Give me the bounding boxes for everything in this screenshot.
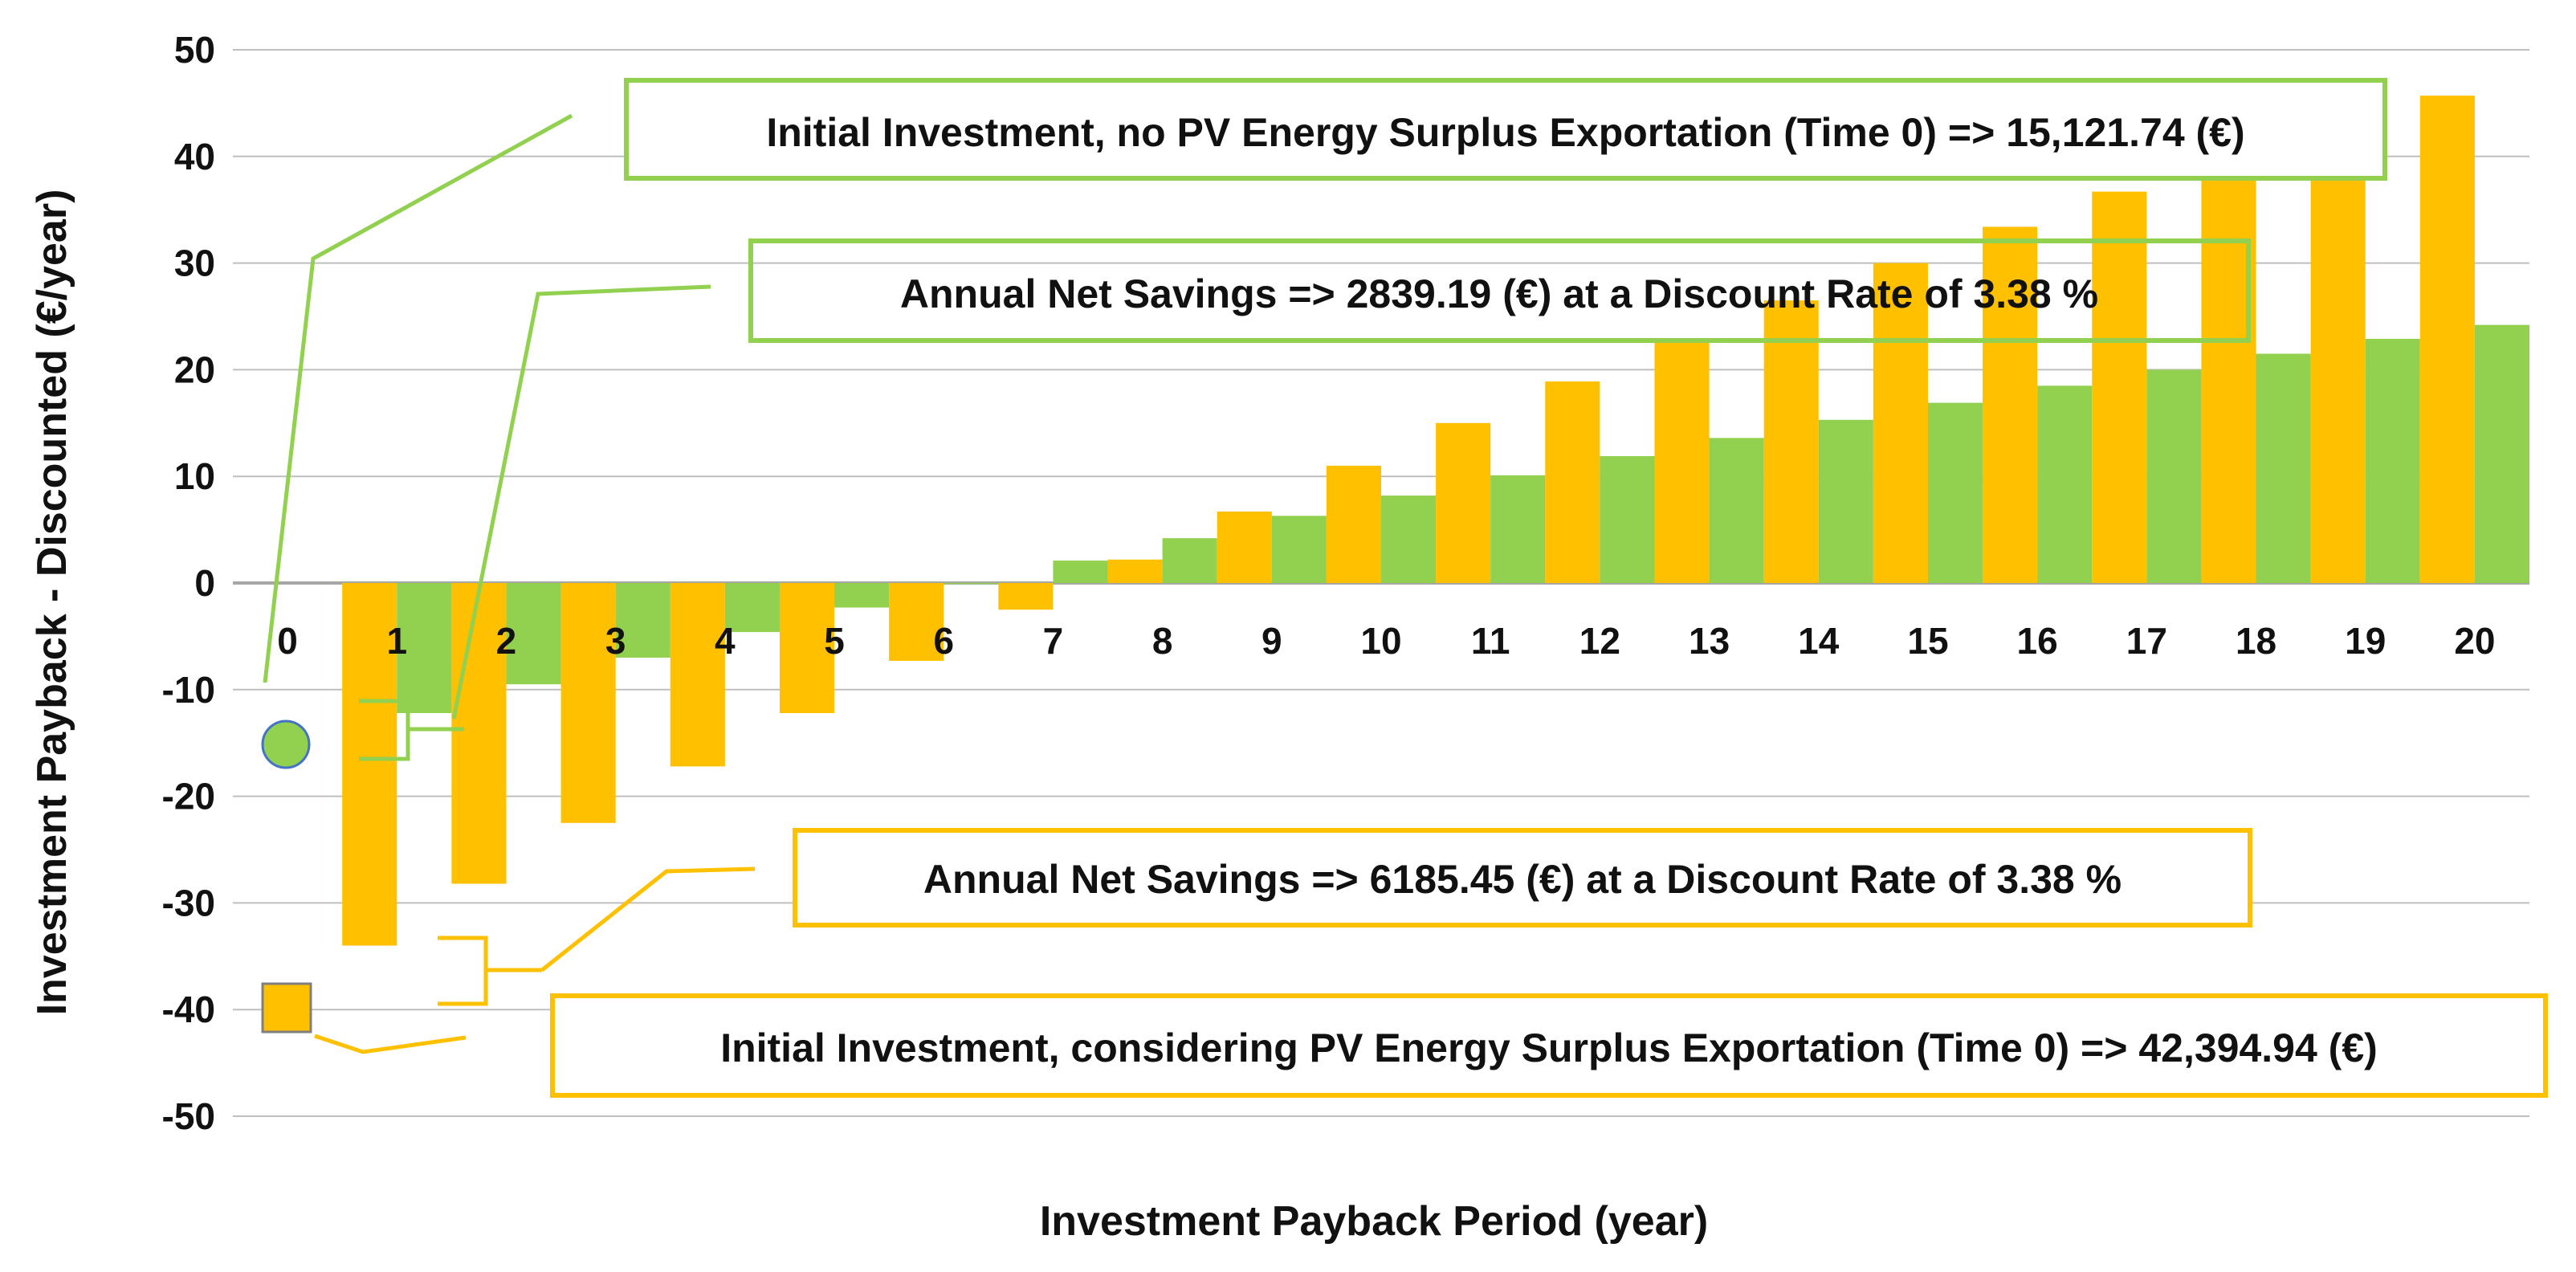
bar-s1-19 xyxy=(2365,338,2420,583)
x-tick-labels: 0 1 2 3 4 5 6 7 8 9 10 11 12 13 14 15 16 17 18 19 20 xyxy=(277,620,2495,662)
bar-s1-8 xyxy=(1162,538,1217,583)
x-tick-label-9: 9 xyxy=(1262,620,1282,662)
y-tick-label-3: 20 xyxy=(174,349,215,390)
bar-s1-13 xyxy=(1709,438,1764,583)
x-tick-label-12: 12 xyxy=(1579,620,1620,662)
annotation-box-green-initial xyxy=(624,78,2387,181)
x-tick-label-4: 4 xyxy=(715,620,736,662)
y-tick-label-2: 30 xyxy=(174,243,215,284)
bar-s1-6 xyxy=(944,583,999,585)
bars xyxy=(342,96,2529,946)
bar-s1-4 xyxy=(724,583,780,633)
x-tick-label-1: 1 xyxy=(386,620,407,662)
x-tick-label-6: 6 xyxy=(933,620,954,662)
x-tick-label-13: 13 xyxy=(1689,620,1730,662)
y-tick-label-9: -40 xyxy=(162,989,215,1030)
x-tick-label-7: 7 xyxy=(1043,620,1064,662)
bar-s1-1 xyxy=(397,583,452,714)
annotation-box-yellow-annual xyxy=(793,828,2252,928)
y-tick-label-1: 40 xyxy=(174,136,215,177)
bar-s1-7 xyxy=(1053,561,1108,583)
bar-s1-9 xyxy=(1271,516,1327,583)
bar-s0-6 xyxy=(889,583,944,661)
x-axis-title: Investment Payback Period (year) xyxy=(1040,1198,1708,1245)
bar-s0-7 xyxy=(998,583,1054,610)
annotation-yellow-annual: Annual Net Savings => 6185.45 (€) at a D… xyxy=(923,857,2122,902)
bar-s0-5 xyxy=(779,583,835,714)
annotation-green-initial: Initial Investment, no PV Energy Surplus… xyxy=(766,110,2244,155)
x-tick-label-5: 5 xyxy=(824,620,845,662)
bar-s1-2 xyxy=(506,583,561,685)
bar-s0-4 xyxy=(670,583,725,767)
year0-yellow-marker xyxy=(261,982,312,1034)
bar-s1-10 xyxy=(1381,495,1437,583)
y-tick-label-0: 50 xyxy=(174,29,215,71)
x-tick-label-10: 10 xyxy=(1360,620,1401,662)
y-tick-label-8: -30 xyxy=(162,882,215,923)
bar-s1-14 xyxy=(1818,419,1873,583)
x-tick-label-16: 16 xyxy=(2017,620,2058,662)
y-tick-label-7: -20 xyxy=(162,776,215,817)
bar-s1-3 xyxy=(615,583,670,658)
annotation-yellow-initial: Initial Investment, considering PV Energ… xyxy=(720,1025,2378,1070)
bar-s0-11 xyxy=(1436,422,1491,583)
bar-s1-18 xyxy=(2256,353,2311,583)
annotation-green-annual: Annual Net Savings => 2839.19 (€) at a D… xyxy=(900,271,2098,316)
bar-s1-20 xyxy=(2474,324,2529,583)
y-tick-label-10: -50 xyxy=(162,1095,215,1137)
x-tick-label-2: 2 xyxy=(496,620,517,662)
bar-s0-12 xyxy=(1545,381,1600,583)
x-tick-label-14: 14 xyxy=(1798,620,1840,662)
bar-s0-19 xyxy=(2310,125,2366,584)
y-tick-labels: 50 40 30 20 10 0 -10 -20 -30 -40 -50 xyxy=(162,29,215,1137)
bar-s0-13 xyxy=(1654,340,1710,583)
year0-green-marker xyxy=(261,720,311,769)
leader-line-green-annual xyxy=(451,284,711,720)
x-tick-label-3: 3 xyxy=(605,620,626,662)
bar-s0-3 xyxy=(560,583,616,823)
bar-s1-11 xyxy=(1490,475,1546,583)
bar-s0-1 xyxy=(342,583,397,946)
bar-s0-10 xyxy=(1326,465,1381,583)
x-tick-label-15: 15 xyxy=(1907,620,1948,662)
bar-s0-18 xyxy=(2201,157,2256,584)
bar-s0-2 xyxy=(451,583,507,884)
bar-s1-17 xyxy=(2146,369,2202,583)
x-tick-label-11: 11 xyxy=(1471,620,1510,662)
bar-s1-5 xyxy=(834,583,890,608)
leader-line-yellow-annual xyxy=(540,866,756,972)
x-tick-label-8: 8 xyxy=(1152,620,1173,662)
y-tick-label-5: 0 xyxy=(194,562,215,604)
bar-s1-12 xyxy=(1600,455,1655,583)
leader-line-green-initial xyxy=(263,113,573,683)
bar-s0-20 xyxy=(2419,96,2475,583)
leader-line-yellow-initial xyxy=(314,1034,467,1054)
yellow-bracket xyxy=(438,936,542,1006)
bar-s0-16 xyxy=(1983,226,2038,583)
x-tick-label-17: 17 xyxy=(2126,620,2167,662)
bar-s0-9 xyxy=(1217,512,1272,583)
x-tick-label-19: 19 xyxy=(2345,620,2386,662)
green-bracket xyxy=(359,699,464,761)
bar-s0-8 xyxy=(1107,559,1163,583)
x-tick-label-18: 18 xyxy=(2236,620,2276,662)
bar-s1-15 xyxy=(1927,402,1983,583)
annotation-box-green-annual xyxy=(748,238,2251,343)
x-tick-label-20: 20 xyxy=(2454,620,2495,662)
bar-s0-14 xyxy=(1763,300,1819,583)
x-tick-label-0: 0 xyxy=(277,620,298,662)
bar-s0-15 xyxy=(1873,263,1928,583)
annotation-box-yellow-initial xyxy=(550,993,2548,1098)
y-tick-label-4: 10 xyxy=(174,455,215,497)
bar-s0-17 xyxy=(2092,191,2147,583)
y-axis-title: Investment Payback - Discounted (€/year) xyxy=(29,190,75,1016)
y-tick-label-6: -10 xyxy=(162,669,215,711)
bar-s1-16 xyxy=(2037,385,2093,583)
